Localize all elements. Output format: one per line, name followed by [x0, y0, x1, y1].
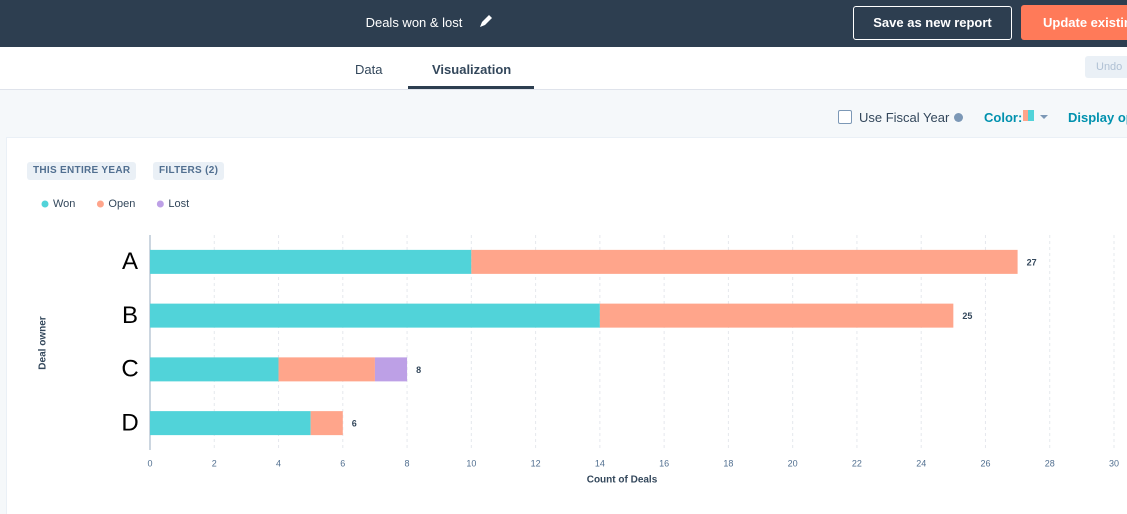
x-tick-label: 22 — [852, 458, 862, 468]
x-tick-label: 6 — [340, 458, 345, 468]
legend-label: Lost — [168, 198, 189, 210]
undo-button[interactable]: Undo — [1085, 56, 1127, 78]
update-button[interactable]: Update existing — [1021, 5, 1127, 40]
x-tick-label: 16 — [659, 458, 669, 468]
y-axis-label: Deal owner — [38, 316, 49, 369]
tab-underline — [408, 86, 534, 89]
x-tick-label: 26 — [980, 458, 990, 468]
legend-label: Won — [53, 198, 75, 210]
bar-segment — [150, 411, 311, 436]
legend-label: Open — [108, 198, 135, 210]
filter-chip[interactable]: THIS ENTIRE YEAR — [27, 162, 137, 180]
bar-segment — [471, 249, 1018, 274]
bar-segment — [278, 357, 375, 382]
bar-segment — [599, 303, 954, 328]
tabs-bar — [0, 47, 1127, 90]
bar-segment — [310, 411, 343, 436]
x-tick-label: 28 — [1045, 458, 1055, 468]
x-tick-label: 30 — [1109, 458, 1119, 468]
legend-marker — [156, 200, 164, 208]
total-label: 27 — [1027, 257, 1037, 267]
total-label: 8 — [416, 365, 421, 375]
x-tick-label: 18 — [723, 458, 733, 468]
total-label: 25 — [962, 311, 972, 321]
color-swatch[interactable] — [1028, 110, 1034, 121]
x-tick-label: 24 — [916, 458, 926, 468]
x-tick-label: 4 — [276, 458, 281, 468]
color-label[interactable]: Color: — [984, 110, 1023, 125]
y-tick-label: A — [122, 248, 138, 275]
y-tick-label: B — [122, 302, 138, 329]
info-icon[interactable] — [954, 113, 963, 122]
x-axis-label: Count of Deals — [587, 475, 658, 486]
y-tick-label: C — [121, 356, 138, 383]
x-tick-label: 14 — [595, 458, 605, 468]
tab[interactable]: Data — [355, 62, 383, 77]
bar-segment — [150, 249, 472, 274]
tab[interactable]: Visualization — [432, 62, 512, 77]
fiscal-year-label[interactable]: Use Fiscal Year — [859, 110, 950, 125]
x-tick-label: 12 — [531, 458, 541, 468]
bar-segment — [374, 357, 408, 382]
bar-segment — [150, 357, 279, 382]
x-tick-label: 20 — [788, 458, 798, 468]
display-options[interactable]: Display options — [1068, 110, 1127, 125]
legend-marker — [96, 200, 104, 208]
x-tick-label: 0 — [147, 458, 152, 468]
save-button[interactable]: Save as new report — [853, 6, 1012, 40]
x-tick-label: 2 — [212, 458, 217, 468]
caret[interactable] — [1040, 115, 1048, 119]
report-title: Deals won & lost — [365, 15, 463, 30]
y-tick-label: D — [121, 409, 138, 436]
legend-marker — [41, 200, 49, 208]
total-label: 6 — [352, 419, 357, 429]
bar-segment — [150, 303, 600, 328]
x-tick-label: 10 — [466, 458, 476, 468]
filter-chip[interactable]: FILTERS (2) — [153, 162, 225, 180]
x-tick-label: 8 — [405, 458, 410, 468]
color-swatch[interactable] — [1023, 110, 1028, 121]
checkbox[interactable] — [838, 110, 852, 124]
